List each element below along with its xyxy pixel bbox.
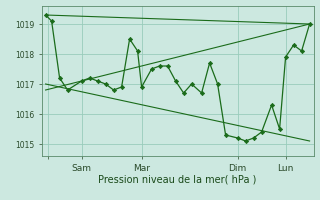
X-axis label: Pression niveau de la mer( hPa ): Pression niveau de la mer( hPa ) — [99, 174, 257, 184]
